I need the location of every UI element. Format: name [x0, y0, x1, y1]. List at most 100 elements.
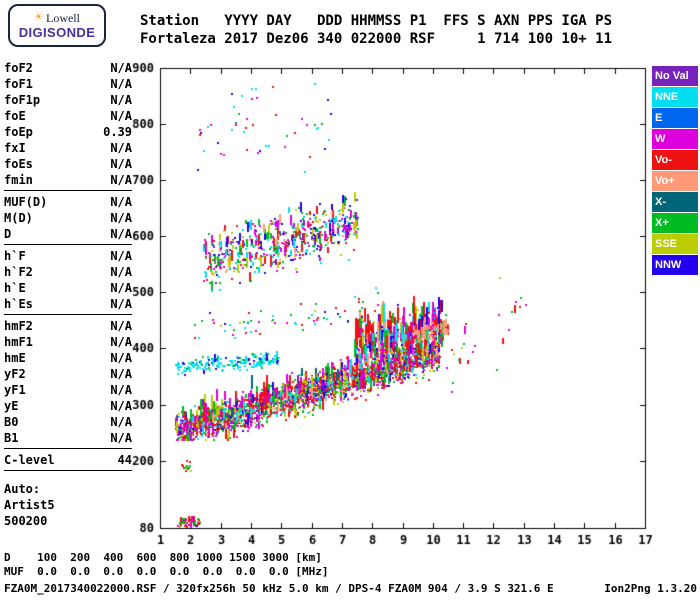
param-row: fxI N/A — [4, 140, 132, 156]
param-group: hmF2 N/A hmF1 N/A hmE N/A yF2 N/A yF1 N/A yE N/A B0 N… — [4, 318, 132, 446]
param-value: N/A — [110, 93, 132, 107]
header-line-1: Station YYYY DAY DDD HHMMSS P1 FFS S AXN… — [140, 13, 613, 29]
param-row: h`F N/A — [4, 248, 132, 264]
param-value: N/A — [110, 415, 132, 429]
param-value: N/A — [110, 61, 132, 75]
param-row: foF1p N/A — [4, 92, 132, 108]
param-value: N/A — [110, 265, 132, 279]
param-value: N/A — [110, 109, 132, 123]
param-label: M(D) — [4, 211, 33, 225]
param-value: N/A — [110, 227, 132, 241]
param-row: Artist5 — [4, 497, 132, 513]
param-label: D — [4, 227, 12, 241]
distance-line: D 100 200 400 600 800 1000 1500 3000 [km… — [4, 551, 322, 564]
param-row: MUF(D) N/A — [4, 194, 132, 210]
legend-item-no-val: No Val — [652, 66, 698, 86]
param-label: h`Es — [4, 297, 33, 311]
param-value: N/A — [110, 141, 132, 155]
legend-label: No Val — [655, 70, 689, 82]
legend-item-sse: SSE — [652, 234, 698, 254]
param-row: yE N/A — [4, 398, 132, 414]
param-value: N/A — [110, 319, 132, 333]
param-row: M(D) N/A — [4, 210, 132, 226]
param-row: Auto: — [4, 481, 132, 497]
param-label: C-level — [4, 453, 55, 467]
param-row: D N/A — [4, 226, 132, 242]
param-row: h`E N/A — [4, 280, 132, 296]
legend-label: NNE — [655, 91, 679, 103]
direction-legend: No Val NNE E W Vo- Vo+ X- X+ SSE NNW — [652, 66, 698, 275]
param-label: fxI — [4, 141, 26, 155]
param-label: foF1p — [4, 93, 41, 107]
muf-line: MUF 0.0 0.0 0.0 0.0 0.0 0.0 0.0 0.0 [MHz… — [4, 565, 329, 578]
legend-label: Vo+ — [655, 175, 675, 187]
param-label: B1 — [4, 431, 19, 445]
param-label: B0 — [4, 415, 19, 429]
param-value: N/A — [110, 249, 132, 263]
param-row: hmF2 N/A — [4, 318, 132, 334]
param-label: hmE — [4, 351, 26, 365]
ionogram-plot — [130, 55, 670, 555]
param-label: yF1 — [4, 383, 26, 397]
legend-item-vo-: Vo- — [652, 150, 698, 170]
legend-item-x-: X+ — [652, 213, 698, 233]
param-row: 500200 — [4, 513, 132, 529]
param-label: h`F2 — [4, 265, 33, 279]
param-label: foEp — [4, 125, 33, 139]
param-row: hmE N/A — [4, 350, 132, 366]
param-group: MUF(D) N/A M(D) N/A D N/A — [4, 194, 132, 242]
param-row: foF2 N/A — [4, 60, 132, 76]
sun-icon: ☀ — [34, 12, 43, 23]
param-value: N/A — [110, 383, 132, 397]
footer-version: Ion2Png 1.3.20 — [604, 582, 697, 595]
legend-label: Vo- — [655, 154, 672, 166]
param-value: N/A — [110, 211, 132, 225]
separator-line — [4, 448, 132, 449]
param-row: fmin N/A — [4, 172, 132, 188]
param-label: foF1 — [4, 77, 33, 91]
param-value: N/A — [110, 351, 132, 365]
param-label: MUF(D) — [4, 195, 48, 209]
footer-line: FZA0M_2017340022000.RSF / 320fx256h 50 k… — [4, 582, 697, 595]
param-row: foE N/A — [4, 108, 132, 124]
legend-item-nne: NNE — [652, 87, 698, 107]
param-row: yF2 N/A — [4, 366, 132, 382]
param-group: C-level 44 — [4, 452, 132, 468]
logo-lowell-row: ☀ Lowell — [34, 11, 80, 25]
param-value: 44 — [117, 453, 132, 467]
param-row: C-level 44 — [4, 452, 132, 468]
param-group: foF2 N/A foF1 N/A foF1p N/A foE N/A foEp 0.39 fxI N… — [4, 60, 132, 188]
separator-line — [4, 314, 132, 315]
param-row: h`Es N/A — [4, 296, 132, 312]
separator-line — [4, 470, 132, 471]
param-row: yF1 N/A — [4, 382, 132, 398]
param-label: fmin — [4, 173, 33, 187]
legend-item-w: W — [652, 129, 698, 149]
param-group: Auto: Artist5 500200 — [4, 481, 132, 529]
param-value: N/A — [110, 173, 132, 187]
param-row: hmF1 N/A — [4, 334, 132, 350]
param-row: foEs N/A — [4, 156, 132, 172]
param-row: foEp 0.39 — [4, 124, 132, 140]
param-label: hmF2 — [4, 319, 33, 333]
legend-label: E — [655, 112, 663, 124]
param-label: foEs — [4, 157, 33, 171]
legend-label: NNW — [655, 259, 682, 271]
digisonde-logo: ☀ Lowell DIGISONDE — [8, 4, 106, 47]
legend-item-e: E — [652, 108, 698, 128]
separator-line — [4, 244, 132, 245]
param-value: N/A — [110, 431, 132, 445]
legend-item-nnw: NNW — [652, 255, 698, 275]
header-line-2: Fortaleza 2017 Dez06 340 022000 RSF 1 71… — [140, 31, 613, 47]
param-label: h`E — [4, 281, 26, 295]
param-row: B0 N/A — [4, 414, 132, 430]
param-row: h`F2 N/A — [4, 264, 132, 280]
param-value: N/A — [110, 195, 132, 209]
param-group: h`F N/A h`F2 N/A h`E N/A h`Es N/A — [4, 248, 132, 312]
legend-item-x-: X- — [652, 192, 698, 212]
param-value: N/A — [110, 157, 132, 171]
footer-filename: FZA0M_2017340022000.RSF / 320fx256h 50 k… — [4, 582, 554, 595]
param-label: yF2 — [4, 367, 26, 381]
param-value: N/A — [110, 297, 132, 311]
